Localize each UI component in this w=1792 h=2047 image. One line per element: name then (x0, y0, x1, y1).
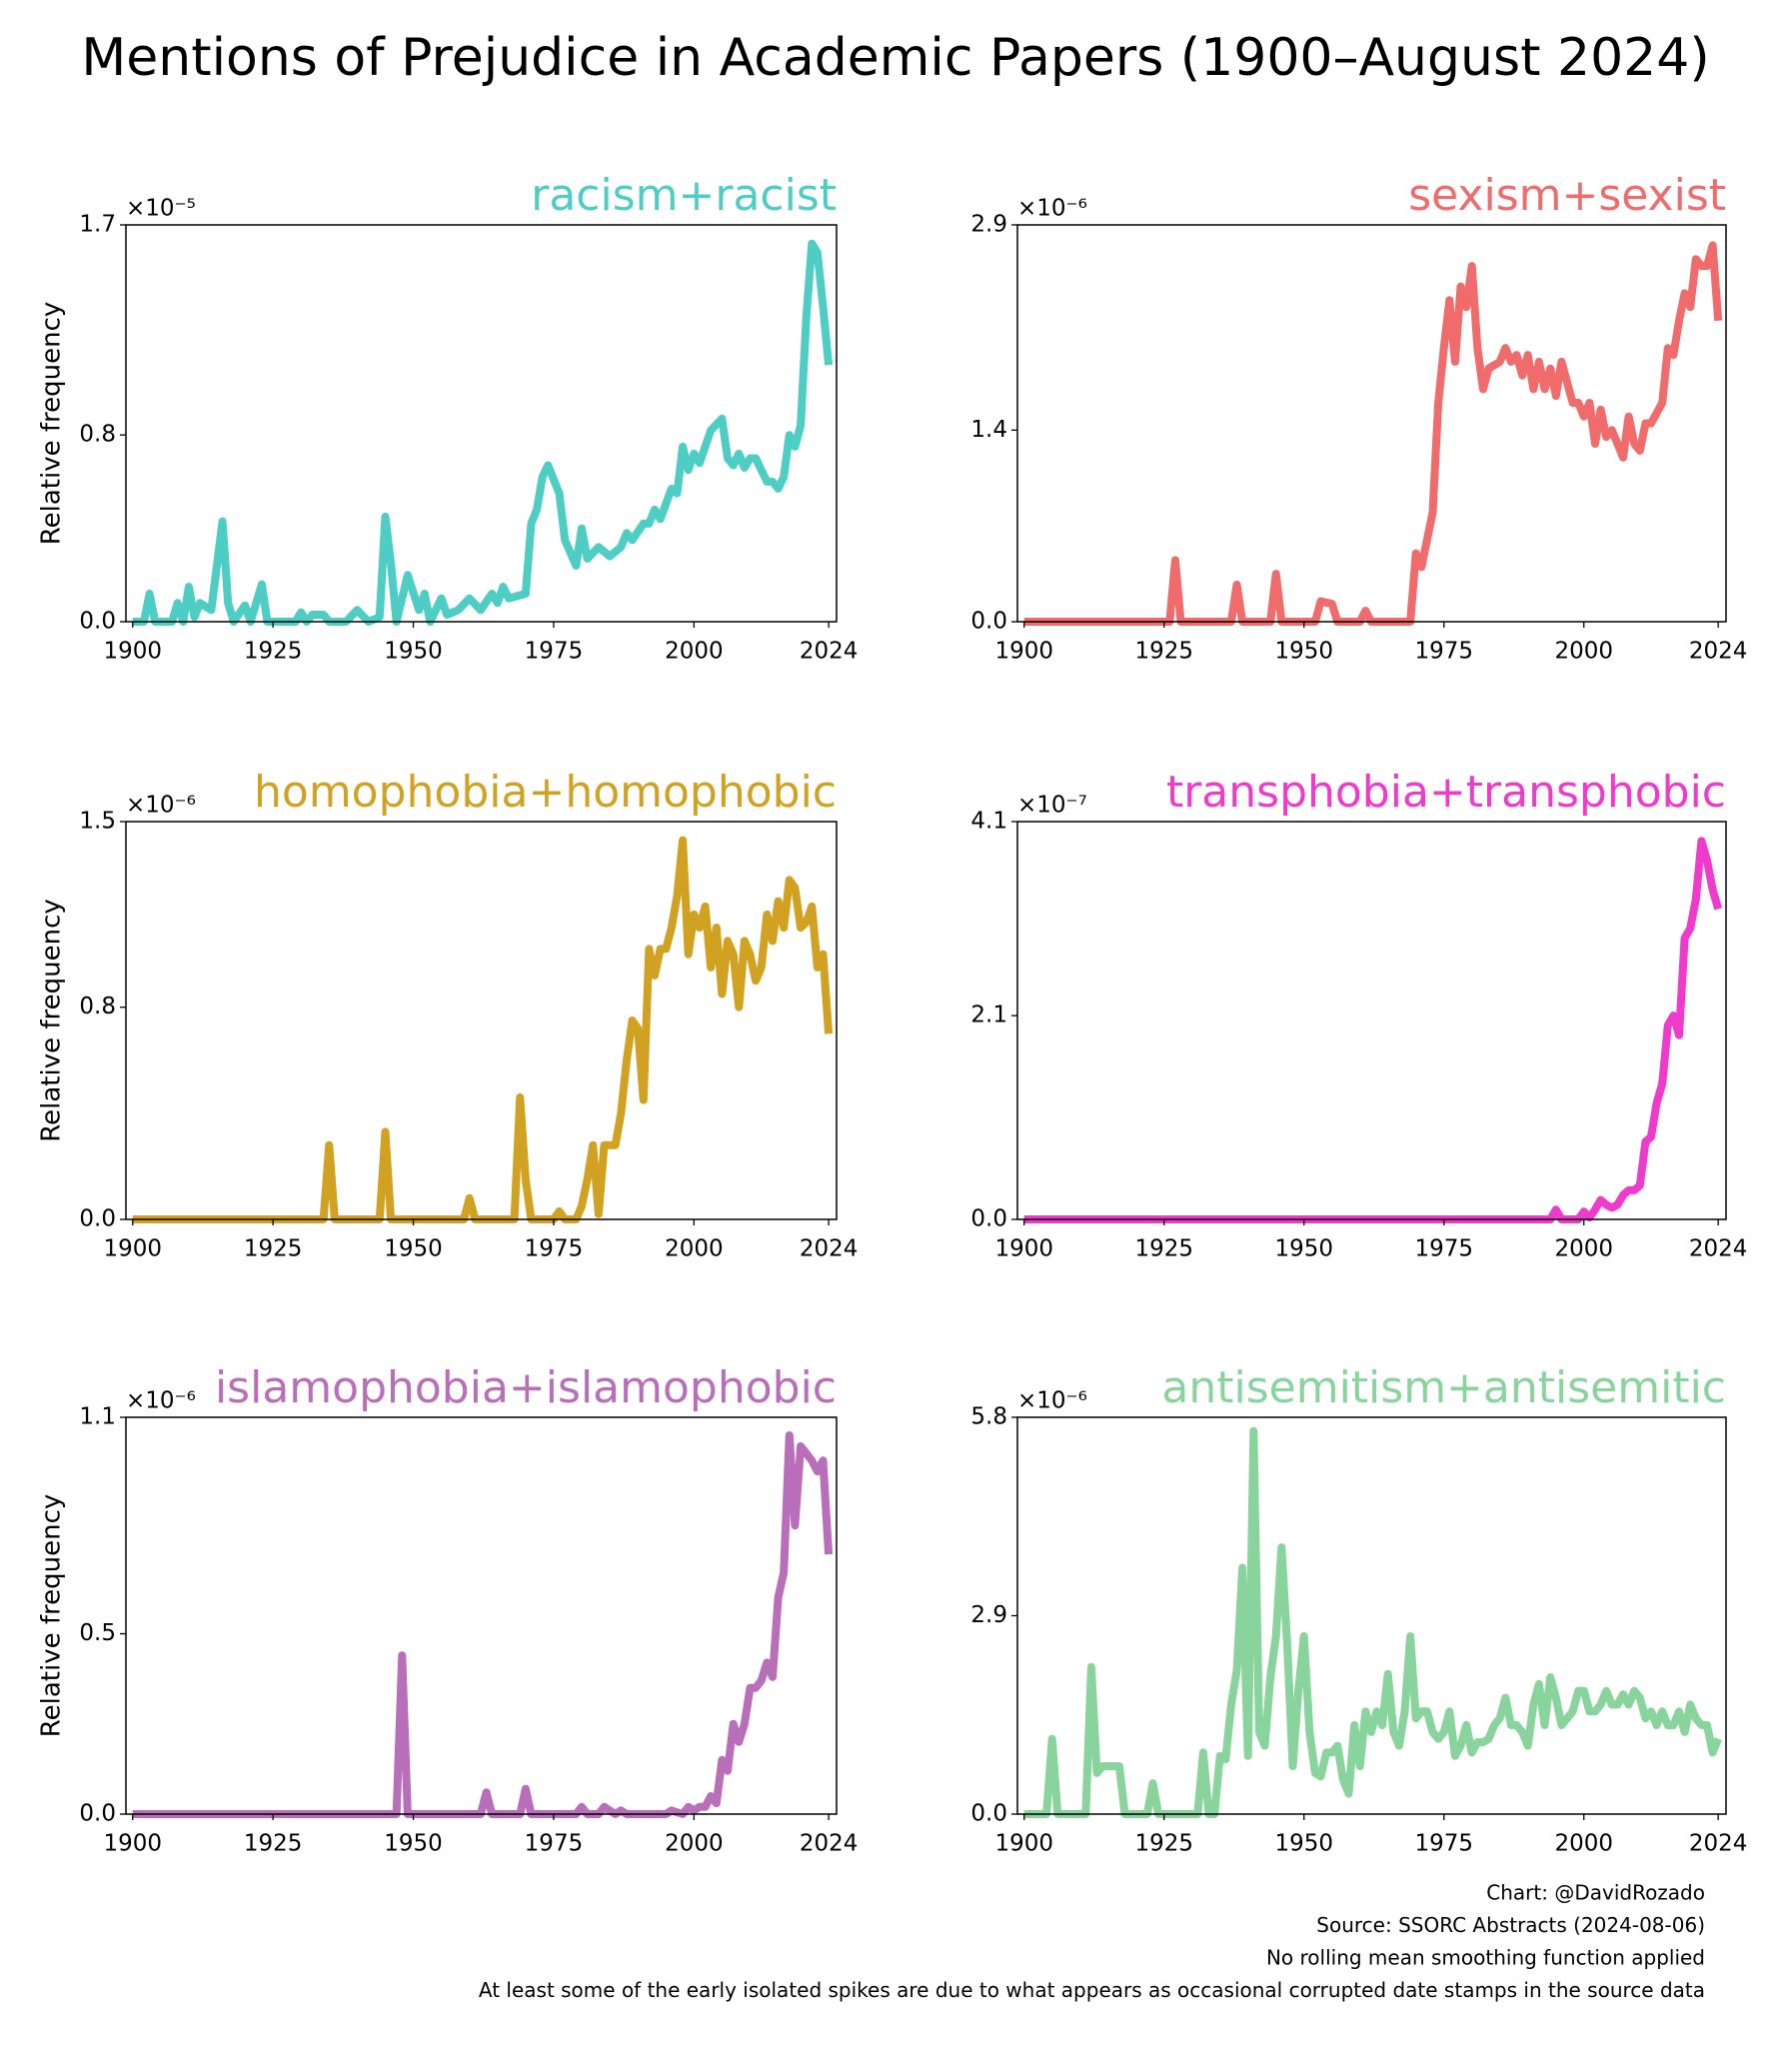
x-tick-label: 1950 (384, 1831, 443, 1857)
y-tick-label: 0.0 (970, 1801, 1007, 1827)
x-tick-label: 1975 (1414, 639, 1473, 665)
y-axis-label: Relative frequency (37, 302, 67, 546)
x-tick-label: 1900 (994, 1236, 1053, 1262)
y-tick-label: 5.8 (970, 1404, 1007, 1430)
footnote: No rolling mean smoothing function appli… (1266, 1946, 1705, 1970)
x-tick-label: 1900 (103, 639, 162, 665)
x-tick-label: 2000 (665, 1236, 724, 1262)
footnote: Source: SSORC Abstracts (2024-08-06) (1316, 1913, 1705, 1937)
y-tick-label: 1.7 (79, 212, 116, 238)
x-tick-label: 2000 (665, 1831, 724, 1857)
subplot-title: racism+racist (531, 170, 837, 221)
plot-frame (125, 1416, 838, 1815)
y-tick-label: 4.1 (970, 809, 1007, 835)
y-tick-label: 2.1 (970, 1003, 1007, 1028)
offset-label: ×10⁻⁶ (1017, 196, 1087, 222)
y-tick-label: 0.0 (970, 609, 1007, 635)
x-tick-label: 2000 (1554, 1236, 1613, 1262)
y-tick-label: 0.0 (970, 1206, 1007, 1232)
y-axis-label: Relative frequency (37, 899, 67, 1142)
x-tick-label: 1950 (1274, 639, 1333, 665)
y-tick-label: 0.0 (79, 1206, 116, 1232)
figure-title: Mentions of Prejudice in Academic Papers… (81, 28, 1709, 88)
data-line (132, 1431, 834, 1818)
x-tick-label: 1975 (525, 1831, 584, 1857)
offset-label: ×10⁻⁶ (126, 793, 196, 819)
x-tick-label: 2024 (1689, 639, 1748, 665)
y-tick-label: 1.1 (79, 1404, 116, 1430)
x-tick-label: 1975 (525, 639, 584, 665)
x-tick-label: 2024 (800, 1831, 859, 1857)
x-tick-label: 2024 (800, 639, 859, 665)
x-tick-label: 1975 (1414, 1831, 1473, 1857)
x-tick-label: 2024 (800, 1236, 859, 1262)
subplot-title: transphobia+transphobic (1166, 767, 1726, 818)
x-tick-label: 1900 (994, 639, 1053, 665)
x-tick-label: 1900 (994, 1831, 1053, 1857)
y-tick-label: 0.0 (79, 1801, 116, 1827)
footnote: Chart: @DavidRozado (1486, 1881, 1705, 1905)
plot-frame (1016, 1416, 1727, 1815)
x-tick-label: 2000 (1554, 639, 1613, 665)
x-tick-label: 2000 (665, 639, 724, 665)
x-tick-label: 2024 (1689, 1831, 1748, 1857)
x-tick-label: 2024 (1689, 1236, 1748, 1262)
y-tick-label: 0.8 (79, 422, 116, 448)
x-tick-label: 1975 (1414, 1236, 1473, 1262)
offset-label: ×10⁻⁷ (1017, 793, 1087, 819)
y-tick-label: 2.9 (970, 1602, 1007, 1628)
x-tick-label: 1950 (1274, 1236, 1333, 1262)
subplot-title: homophobia+homophobic (254, 767, 837, 818)
y-tick-label: 2.9 (970, 212, 1007, 238)
offset-label: ×10⁻⁶ (1017, 1388, 1087, 1414)
x-tick-label: 1925 (244, 639, 303, 665)
y-tick-label: 1.4 (970, 417, 1007, 443)
offset-label: ×10⁻⁵ (126, 196, 196, 222)
y-tick-label: 1.5 (79, 809, 116, 835)
plot-frame (1016, 821, 1727, 1220)
x-tick-label: 1925 (244, 1831, 303, 1857)
offset-label: ×10⁻⁶ (126, 1388, 196, 1414)
subplot-title: sexism+sexist (1408, 170, 1726, 221)
x-tick-label: 1925 (1134, 639, 1193, 665)
data-line (1023, 837, 1723, 1223)
x-tick-label: 1950 (384, 639, 443, 665)
data-line (1023, 241, 1723, 626)
footnote: At least some of the early isolated spik… (479, 1978, 1705, 2002)
plot-frame (125, 821, 838, 1220)
y-tick-label: 0.5 (79, 1620, 116, 1646)
x-tick-label: 1925 (244, 1236, 303, 1262)
x-tick-label: 1950 (384, 1236, 443, 1262)
x-tick-label: 1975 (525, 1236, 584, 1262)
subplot-title: islamophobia+islamophobic (215, 1362, 837, 1413)
plot-frame (125, 224, 838, 623)
x-tick-label: 1925 (1134, 1831, 1193, 1857)
data-line (1023, 1426, 1722, 1818)
y-tick-label: 0.8 (79, 994, 116, 1020)
data-line (132, 836, 834, 1223)
x-tick-label: 1950 (1274, 1831, 1333, 1857)
x-tick-label: 1900 (103, 1236, 162, 1262)
data-line (132, 239, 834, 626)
x-tick-label: 2000 (1554, 1831, 1613, 1857)
y-axis-label: Relative frequency (37, 1494, 67, 1738)
subplot-title: antisemitism+antisemitic (1161, 1362, 1726, 1413)
x-tick-label: 1900 (103, 1831, 162, 1857)
plot-frame (1016, 224, 1727, 623)
x-tick-label: 1925 (1134, 1236, 1193, 1262)
y-tick-label: 0.0 (79, 609, 116, 635)
